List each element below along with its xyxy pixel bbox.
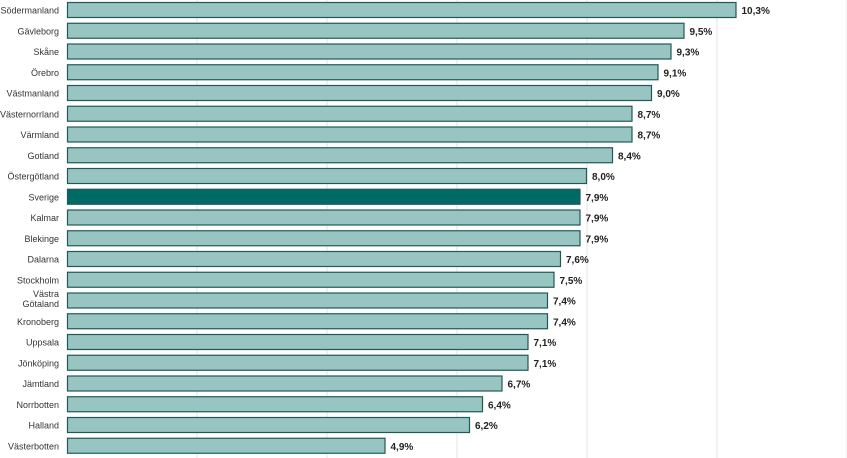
value-label: 9,1%	[664, 68, 687, 79]
category-label: Västernorrland	[0, 109, 59, 119]
value-label: 7,1%	[534, 359, 557, 370]
value-label: 7,9%	[586, 214, 609, 225]
bar	[66, 22, 685, 39]
bar	[66, 64, 659, 81]
bar	[66, 126, 633, 143]
bar	[66, 354, 529, 371]
bar	[66, 437, 386, 454]
value-label: 7,6%	[566, 255, 589, 266]
value-label: 9,5%	[690, 27, 713, 38]
bar	[66, 292, 549, 309]
category-label: Sverige	[28, 192, 59, 202]
value-label: 4,9%	[391, 442, 414, 453]
category-label: Uppsala	[26, 338, 59, 348]
bars	[66, 1, 737, 454]
category-label: Skåne	[33, 47, 59, 57]
bar	[66, 313, 549, 330]
bar	[66, 333, 529, 351]
category-label: Norrbotten	[16, 400, 59, 410]
value-label: 8,0%	[592, 172, 615, 183]
value-label: 9,3%	[677, 48, 700, 59]
bar	[66, 188, 581, 205]
value-label: 7,5%	[560, 276, 583, 287]
bar	[66, 271, 555, 288]
labels: Södermanland 10,3% Gävleborg 9,5% Skåne 9,3% Ö…	[0, 6, 770, 453]
bar	[66, 209, 581, 226]
value-label: 8,7%	[638, 131, 661, 142]
bar	[66, 250, 562, 268]
category-label: Västerbotten	[8, 441, 59, 451]
category-label: Västmanland	[6, 89, 59, 99]
bar	[66, 396, 484, 413]
category-label: Blekinge	[24, 234, 59, 244]
value-label: 6,4%	[488, 400, 511, 411]
bar	[66, 167, 588, 185]
bar	[66, 230, 581, 247]
category-label: Dalarna	[27, 255, 59, 265]
value-label: 9,0%	[657, 89, 680, 100]
category-label: Värmland	[20, 130, 59, 140]
category-label: Västra Götaland	[22, 289, 59, 309]
category-label: Kalmar	[30, 213, 59, 223]
value-label: 7,4%	[553, 297, 576, 308]
value-label: 7,9%	[586, 193, 609, 204]
bar	[66, 43, 672, 60]
value-label: 8,4%	[618, 151, 641, 162]
category-label: Jämtland	[22, 379, 59, 389]
category-label: Jönköping	[18, 358, 59, 368]
bar	[66, 375, 503, 392]
category-label: Örebro	[31, 68, 59, 78]
category-label: Östergötland	[7, 172, 59, 182]
value-label: 8,7%	[638, 110, 661, 121]
value-label: 7,9%	[586, 234, 609, 245]
category-label: Gävleborg	[17, 26, 59, 36]
value-label: 7,4%	[553, 317, 576, 328]
category-label: Södermanland	[0, 6, 59, 16]
bar	[66, 1, 737, 19]
category-label: Halland	[28, 421, 59, 431]
category-label: Kronoberg	[17, 317, 59, 327]
value-label: 10,3%	[742, 6, 770, 17]
value-label: 6,2%	[475, 421, 498, 432]
value-label: 7,1%	[534, 338, 557, 349]
bar	[66, 84, 653, 102]
value-label: 6,7%	[508, 380, 531, 391]
bar	[66, 147, 614, 164]
category-label: Stockholm	[17, 275, 59, 285]
bar	[66, 105, 633, 122]
category-label: Gotland	[27, 151, 59, 161]
bar	[66, 416, 471, 434]
